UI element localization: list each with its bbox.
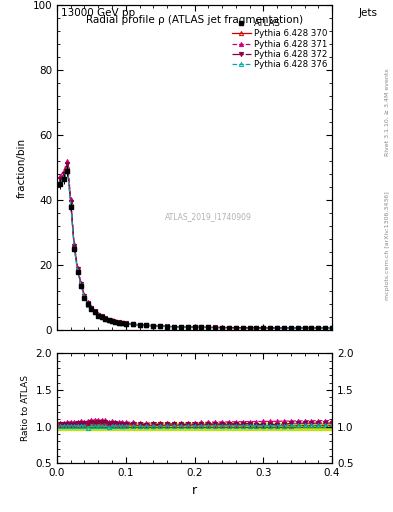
- Text: ATLAS_2019_I1740909: ATLAS_2019_I1740909: [165, 212, 252, 221]
- Text: Radial profile ρ (ATLAS jet fragmentation): Radial profile ρ (ATLAS jet fragmentatio…: [86, 15, 303, 25]
- Y-axis label: fraction/bin: fraction/bin: [17, 138, 27, 198]
- Text: Rivet 3.1.10, ≥ 3.4M events: Rivet 3.1.10, ≥ 3.4M events: [385, 69, 390, 157]
- Text: mcplots.cern.ch [arXiv:1306.3436]: mcplots.cern.ch [arXiv:1306.3436]: [385, 191, 390, 300]
- X-axis label: r: r: [192, 484, 197, 497]
- Y-axis label: Ratio to ATLAS: Ratio to ATLAS: [21, 375, 30, 441]
- Text: Jets: Jets: [358, 8, 377, 18]
- Legend: ATLAS, Pythia 6.428 370, Pythia 6.428 371, Pythia 6.428 372, Pythia 6.428 376: ATLAS, Pythia 6.428 370, Pythia 6.428 37…: [232, 19, 328, 69]
- Text: 13000 GeV pp: 13000 GeV pp: [61, 8, 135, 18]
